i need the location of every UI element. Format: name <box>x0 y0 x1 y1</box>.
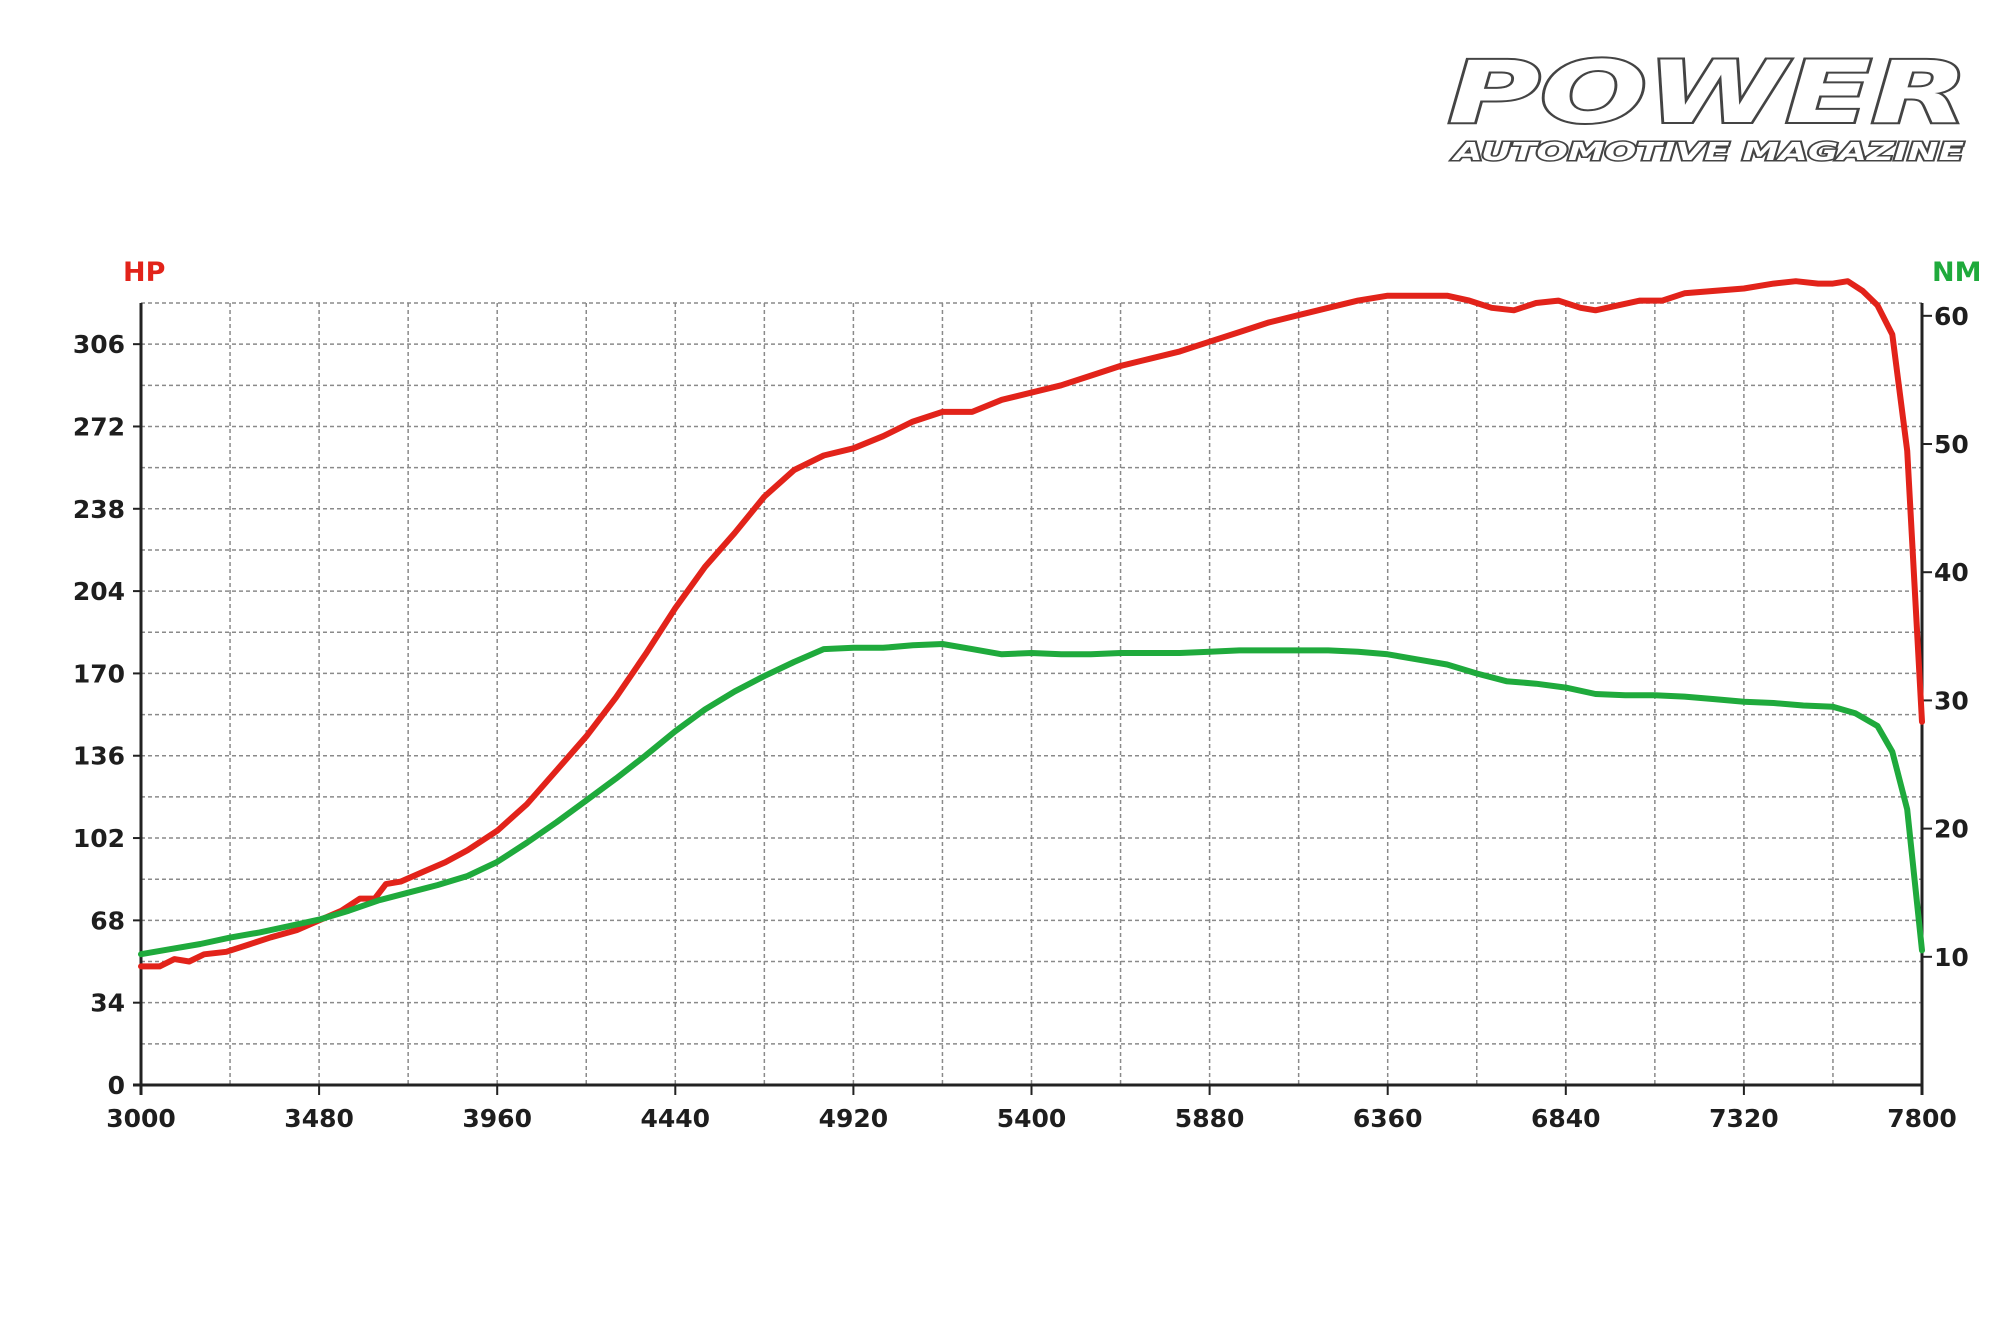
y-tick-label: 238 <box>73 495 125 524</box>
y-tick-label: 306 <box>73 330 125 359</box>
x-tick-label: 3480 <box>284 1104 354 1133</box>
series-line-nm <box>138 641 1925 958</box>
y-tick-label: 68 <box>90 906 125 935</box>
y-tick-label: 136 <box>73 742 125 771</box>
right-axis-title: NM <box>1932 257 1981 288</box>
y-tick-label: 34 <box>90 989 125 1018</box>
x-tick-label: 4920 <box>819 1104 889 1133</box>
x-tick-label: 7800 <box>1887 1104 1957 1133</box>
y2-tick-label: 10 <box>1934 943 1969 972</box>
y2-tick-label: 40 <box>1934 558 1969 587</box>
x-tick-label: 6360 <box>1353 1104 1423 1133</box>
brand-logo-wordmark: POWER <box>1448 48 1968 143</box>
x-tick-label: 4440 <box>641 1104 711 1133</box>
x-tick-label: 7320 <box>1709 1104 1779 1133</box>
y-tick-label: 170 <box>73 659 125 688</box>
chart-tick-labels: 3000 3480 3960 4440 4920 5400 5880 6360 6840 7320… <box>73 302 1969 1133</box>
x-tick-label: 6840 <box>1531 1104 1601 1133</box>
y-tick-label: 204 <box>73 577 125 606</box>
brand-logo: POWER AUTOMOTIVE MAGAZINE <box>1440 41 1980 172</box>
chart-grid <box>141 302 1922 1085</box>
y2-tick-label: 30 <box>1934 686 1969 715</box>
x-tick-label: 5880 <box>1175 1104 1245 1133</box>
x-tick-label: 3000 <box>106 1104 176 1133</box>
left-axis-title: HP <box>123 257 165 288</box>
x-tick-label: 3960 <box>462 1104 532 1133</box>
y2-tick-label: 60 <box>1934 302 1969 331</box>
y2-tick-label: 20 <box>1934 815 1969 844</box>
y-tick-label: 272 <box>73 412 125 441</box>
chart-axes <box>133 303 1932 1095</box>
series-line-hp <box>138 278 1925 970</box>
y-tick-label: 102 <box>73 824 125 853</box>
y2-tick-label: 50 <box>1934 430 1969 459</box>
x-tick-label: 5400 <box>997 1104 1067 1133</box>
brand-logo-tagline: AUTOMOTIVE MAGAZINE <box>1451 137 1964 166</box>
y-tick-label: 0 <box>108 1071 125 1100</box>
chart-series <box>138 278 1925 970</box>
